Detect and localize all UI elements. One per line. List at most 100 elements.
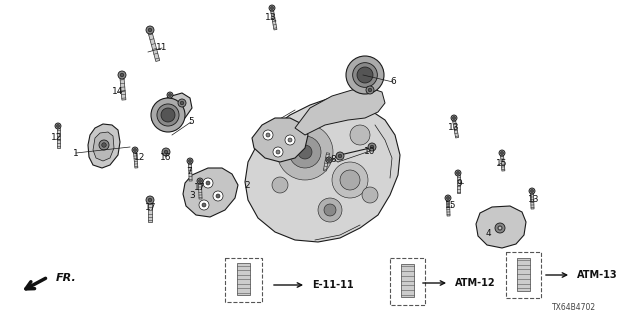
Circle shape xyxy=(157,104,179,126)
Bar xyxy=(506,252,541,298)
Polygon shape xyxy=(148,31,160,61)
Polygon shape xyxy=(88,124,120,168)
Circle shape xyxy=(495,223,505,233)
Polygon shape xyxy=(152,93,192,130)
Text: 14: 14 xyxy=(112,87,124,97)
Circle shape xyxy=(445,195,451,201)
Circle shape xyxy=(202,203,206,207)
Text: 16: 16 xyxy=(160,153,172,162)
Circle shape xyxy=(353,63,378,87)
Text: 4: 4 xyxy=(485,229,491,238)
Text: 13: 13 xyxy=(528,195,540,204)
Circle shape xyxy=(118,71,126,79)
Text: 9: 9 xyxy=(456,179,462,188)
Polygon shape xyxy=(295,88,385,135)
Text: 1: 1 xyxy=(73,148,79,157)
Circle shape xyxy=(178,99,186,107)
Circle shape xyxy=(332,162,368,198)
Bar xyxy=(517,258,530,291)
Circle shape xyxy=(289,136,321,168)
Text: TX64B4702: TX64B4702 xyxy=(552,303,596,313)
Circle shape xyxy=(276,150,280,154)
Circle shape xyxy=(198,180,202,182)
Circle shape xyxy=(368,88,372,92)
Text: ATM-12: ATM-12 xyxy=(455,278,495,288)
Circle shape xyxy=(273,147,283,157)
Polygon shape xyxy=(148,202,152,222)
Polygon shape xyxy=(134,152,138,168)
Circle shape xyxy=(187,158,193,164)
Polygon shape xyxy=(531,193,534,209)
Polygon shape xyxy=(323,153,330,171)
Bar xyxy=(390,258,425,305)
Circle shape xyxy=(162,148,170,156)
Circle shape xyxy=(161,108,175,122)
Text: 5: 5 xyxy=(188,117,194,126)
Circle shape xyxy=(216,194,220,198)
Circle shape xyxy=(167,92,173,98)
Polygon shape xyxy=(252,118,308,162)
Circle shape xyxy=(338,154,342,158)
Circle shape xyxy=(197,178,203,184)
Circle shape xyxy=(213,191,223,201)
Circle shape xyxy=(298,145,312,159)
Text: FR.: FR. xyxy=(56,273,77,283)
Circle shape xyxy=(499,227,501,229)
Text: 6: 6 xyxy=(390,77,396,86)
Circle shape xyxy=(318,198,342,222)
Polygon shape xyxy=(500,155,505,171)
Circle shape xyxy=(272,177,288,193)
Circle shape xyxy=(134,149,136,151)
Circle shape xyxy=(132,147,138,153)
Circle shape xyxy=(151,98,185,132)
Circle shape xyxy=(370,145,374,149)
Circle shape xyxy=(457,172,460,174)
Circle shape xyxy=(148,198,152,202)
Circle shape xyxy=(102,143,106,147)
Text: 12: 12 xyxy=(134,154,146,163)
Text: 17: 17 xyxy=(145,204,157,212)
Circle shape xyxy=(57,125,60,127)
Circle shape xyxy=(336,152,344,160)
Circle shape xyxy=(452,117,455,119)
Circle shape xyxy=(350,125,370,145)
Circle shape xyxy=(346,56,384,94)
Polygon shape xyxy=(271,10,277,30)
Circle shape xyxy=(498,226,502,230)
Polygon shape xyxy=(189,163,192,181)
Circle shape xyxy=(164,150,168,154)
Polygon shape xyxy=(245,98,400,242)
Polygon shape xyxy=(447,200,450,216)
Bar xyxy=(237,263,250,295)
Text: 13: 13 xyxy=(448,124,460,132)
Circle shape xyxy=(263,130,273,140)
Circle shape xyxy=(189,160,191,162)
Text: 12: 12 xyxy=(51,132,63,141)
Circle shape xyxy=(531,190,533,192)
Text: 10: 10 xyxy=(364,147,376,156)
Polygon shape xyxy=(56,128,60,148)
Circle shape xyxy=(120,73,124,77)
Text: 17: 17 xyxy=(195,183,205,193)
Circle shape xyxy=(146,26,154,34)
Polygon shape xyxy=(183,168,238,217)
Text: 3: 3 xyxy=(189,191,195,201)
Circle shape xyxy=(206,181,210,185)
Text: 15: 15 xyxy=(496,158,508,167)
Circle shape xyxy=(199,200,209,210)
Circle shape xyxy=(271,7,273,9)
Circle shape xyxy=(357,67,373,83)
Circle shape xyxy=(285,135,295,145)
Text: E-11-11: E-11-11 xyxy=(312,280,354,290)
Circle shape xyxy=(180,101,184,105)
Polygon shape xyxy=(198,183,202,199)
Circle shape xyxy=(55,123,61,129)
Circle shape xyxy=(529,188,535,194)
Circle shape xyxy=(266,133,270,137)
Circle shape xyxy=(366,86,374,94)
Circle shape xyxy=(328,159,330,161)
Polygon shape xyxy=(93,132,114,161)
Text: 2: 2 xyxy=(244,180,250,189)
Text: 11: 11 xyxy=(156,44,168,52)
Polygon shape xyxy=(120,78,126,100)
